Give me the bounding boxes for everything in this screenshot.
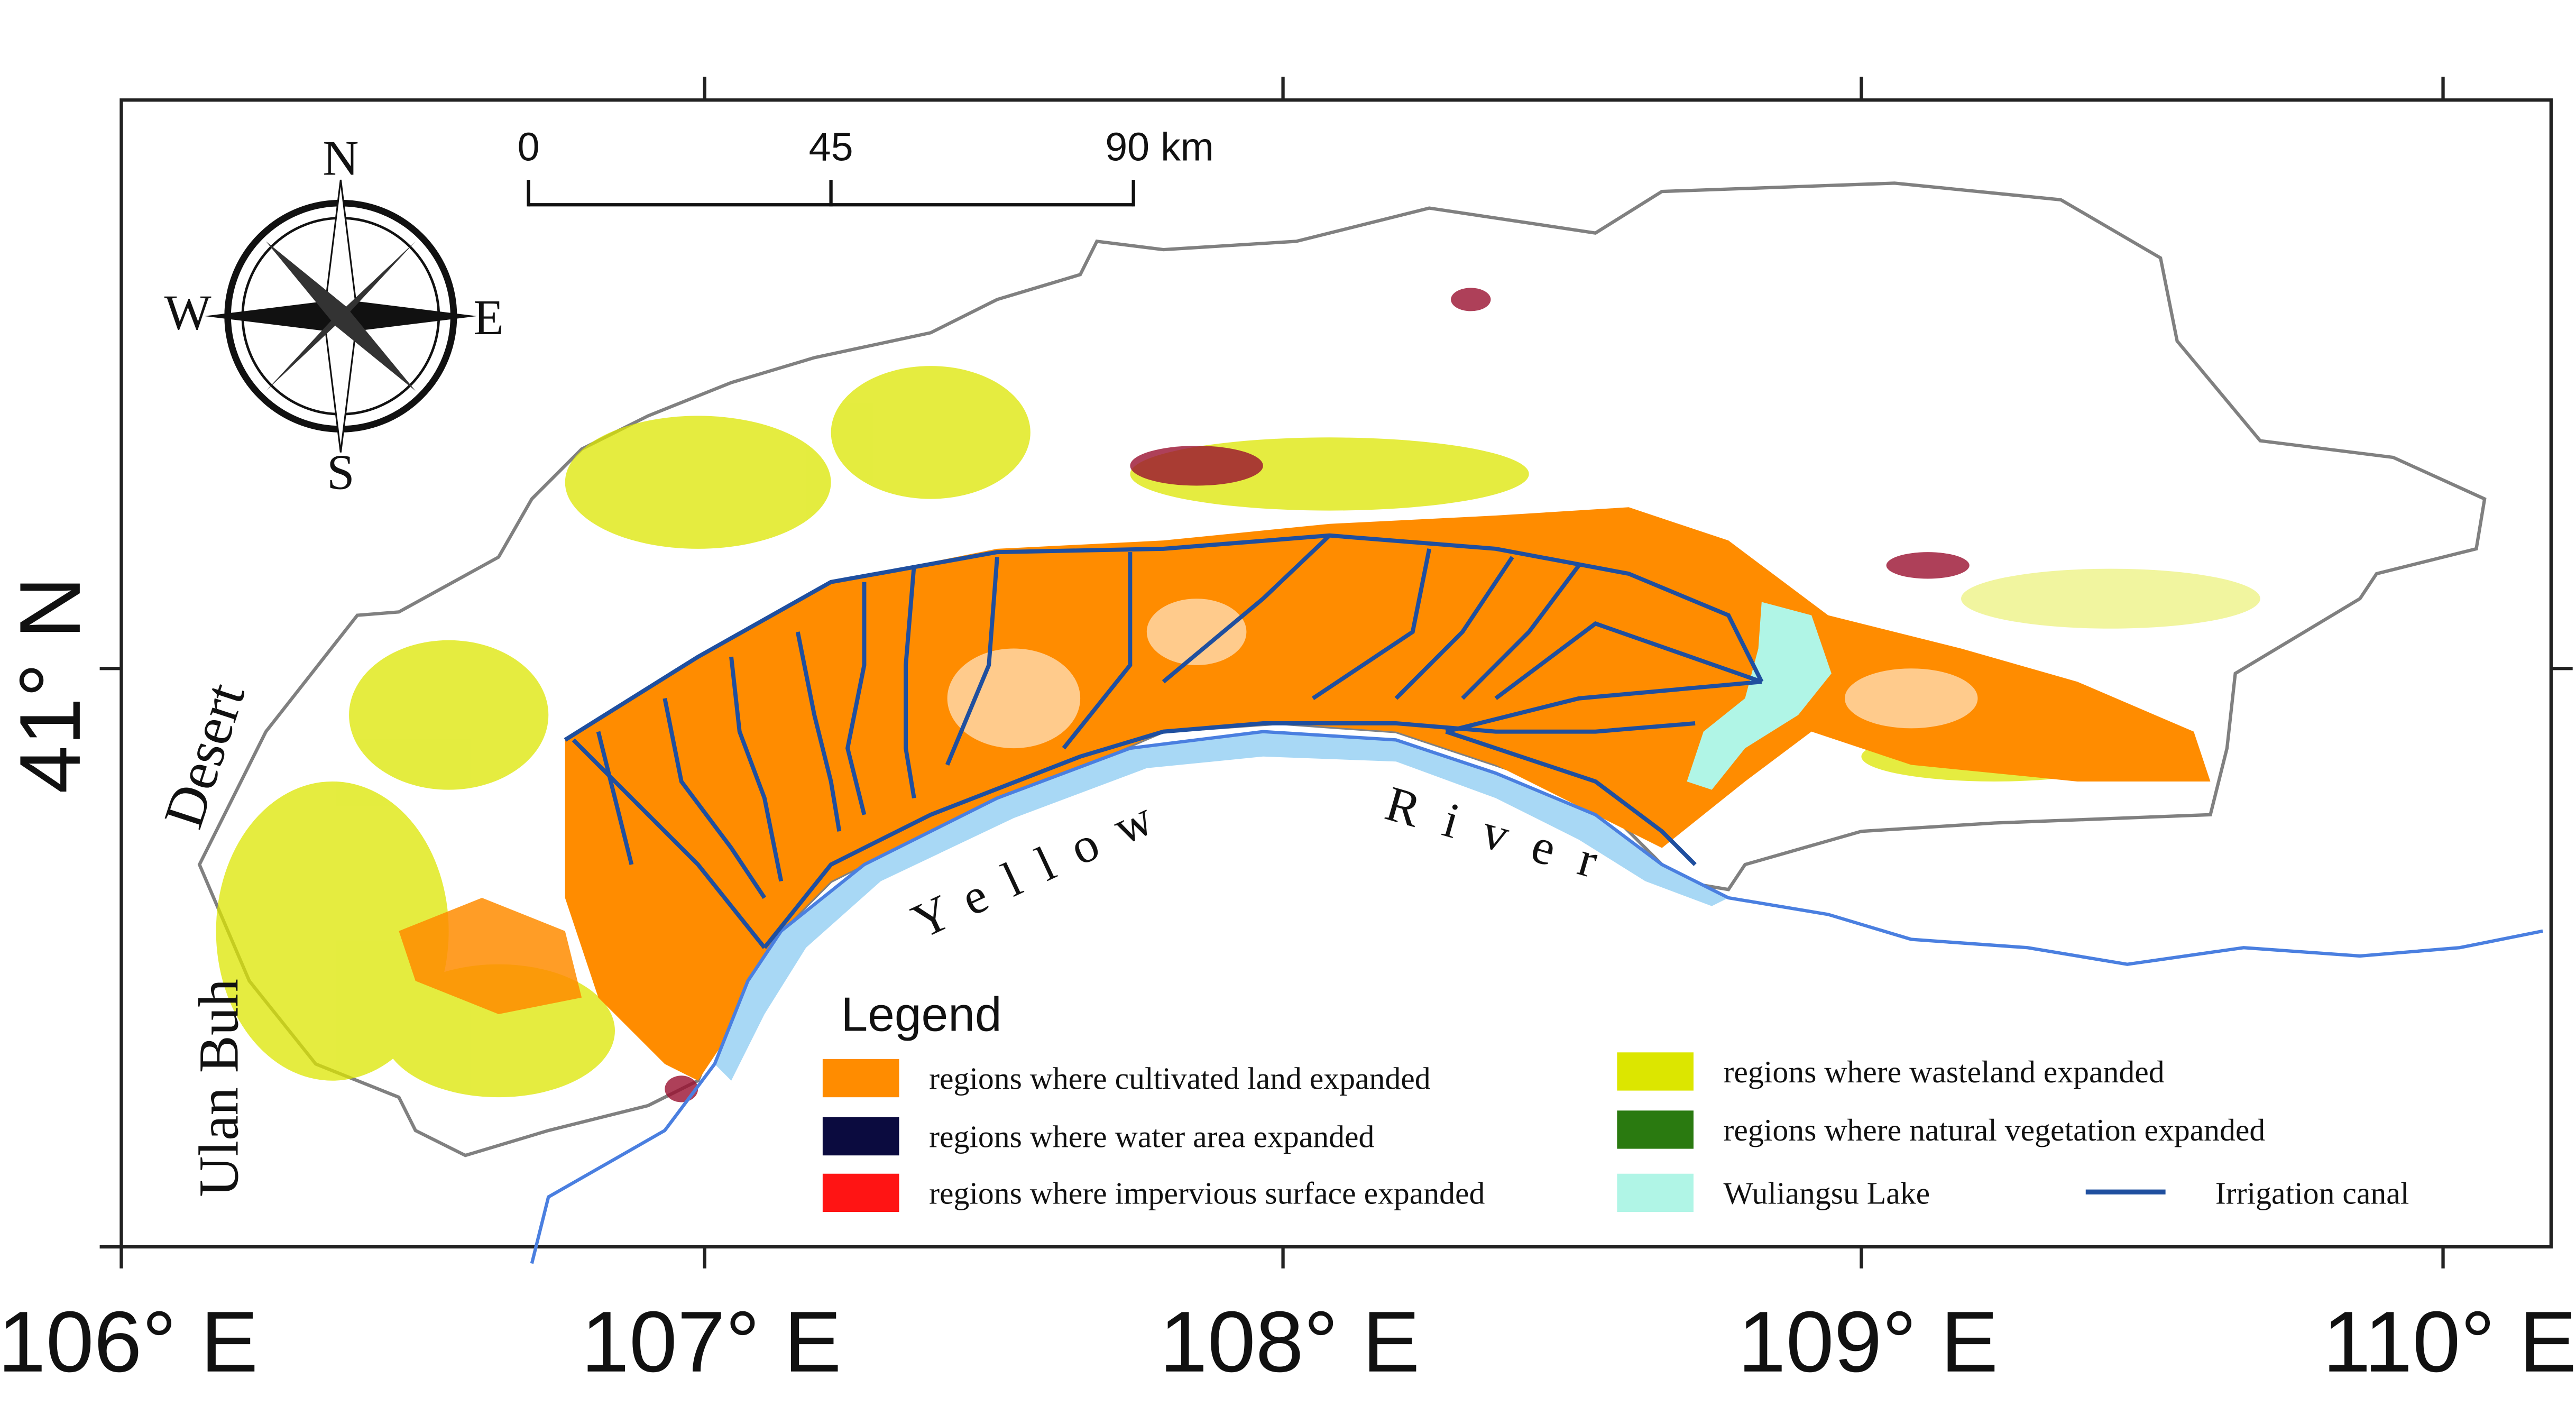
canal <box>795 631 842 832</box>
canal <box>572 738 766 949</box>
patch <box>349 640 549 790</box>
mixed-patches <box>947 599 1978 749</box>
compass-star <box>265 241 416 391</box>
legend-swatch <box>822 1173 899 1212</box>
patch <box>947 648 1081 749</box>
patch <box>831 366 1031 499</box>
wuliangsu-lake <box>1687 602 1832 790</box>
compass-label: N <box>323 131 358 186</box>
canal <box>564 533 1764 742</box>
frame-ticks <box>99 77 2573 1268</box>
compass-label: W <box>164 286 211 341</box>
cultivated-area <box>399 897 582 1014</box>
legend-swatch <box>1617 1052 1694 1091</box>
legend-label: regions where wasteland expanded <box>1724 1054 2165 1089</box>
g: 0 45 90 km <box>518 124 1214 169</box>
legend-label: regions where water area expanded <box>929 1119 1374 1154</box>
legend-swatch <box>822 1059 899 1098</box>
x-axis-label: 110° E <box>2323 1293 2576 1390</box>
patch <box>1844 668 1978 729</box>
x-axis-label: 106° E <box>0 1293 258 1390</box>
canal <box>1461 564 1581 700</box>
patch <box>1130 446 1263 486</box>
legend-label: regions where natural vegetation expande… <box>1724 1113 2266 1147</box>
y-axis-label: 41° N <box>2 576 98 794</box>
legend-label: Irrigation canal <box>2215 1175 2409 1210</box>
canal <box>1494 621 1763 700</box>
patch <box>1451 288 1491 311</box>
canal <box>1445 679 1762 734</box>
legend-swatch <box>1617 1110 1694 1149</box>
canal <box>1311 548 1432 701</box>
canal <box>1062 552 1133 750</box>
scale-label: 45 <box>809 124 853 169</box>
scale-label: 0 <box>518 124 540 169</box>
canal <box>845 582 867 815</box>
legend-label: Wuliangsu Lake <box>1724 1175 1930 1210</box>
x-axis-label: 109° E <box>1738 1293 1998 1390</box>
patch <box>1886 552 1970 579</box>
legend: Legend regions where cultivated land exp… <box>822 987 2409 1212</box>
canal <box>729 656 784 882</box>
patch <box>565 416 831 549</box>
x-axis-label: 107° E <box>581 1293 841 1390</box>
legend-label: regions where cultivated land expanded <box>929 1061 1431 1096</box>
g: N S W E <box>164 131 504 500</box>
irrigation-canals <box>564 533 1764 949</box>
map-frame <box>119 98 2553 1249</box>
legend-label: regions where impervious surface expande… <box>929 1175 1485 1210</box>
patch <box>1961 568 2260 629</box>
canal <box>1445 729 1697 866</box>
legend-swatch <box>1617 1173 1694 1212</box>
patch <box>1146 599 1247 665</box>
place-label: Ulan Buh <box>188 979 250 1197</box>
scale-label: 90 km <box>1105 124 1213 169</box>
canal <box>1394 556 1514 700</box>
canal <box>596 731 634 866</box>
legend-swatch <box>822 1117 899 1156</box>
compass-rose <box>204 179 477 453</box>
x-axis-label: 108° E <box>1160 1293 1420 1390</box>
canal <box>904 565 916 799</box>
yellow-river <box>530 730 2543 1264</box>
canal <box>762 721 1696 949</box>
g: 106° E 107° E 108° E 109° E 110° E <box>0 1293 2576 1390</box>
patch <box>216 781 449 1081</box>
compass-label: E <box>473 290 504 345</box>
river-floodplain <box>714 731 1728 1081</box>
legend-title: Legend <box>841 987 1001 1041</box>
canal <box>945 557 999 766</box>
canal <box>663 698 767 899</box>
patch <box>665 1075 698 1102</box>
canal <box>1162 534 1331 684</box>
scale-bar <box>527 180 1135 207</box>
compass-label: S <box>327 445 354 500</box>
